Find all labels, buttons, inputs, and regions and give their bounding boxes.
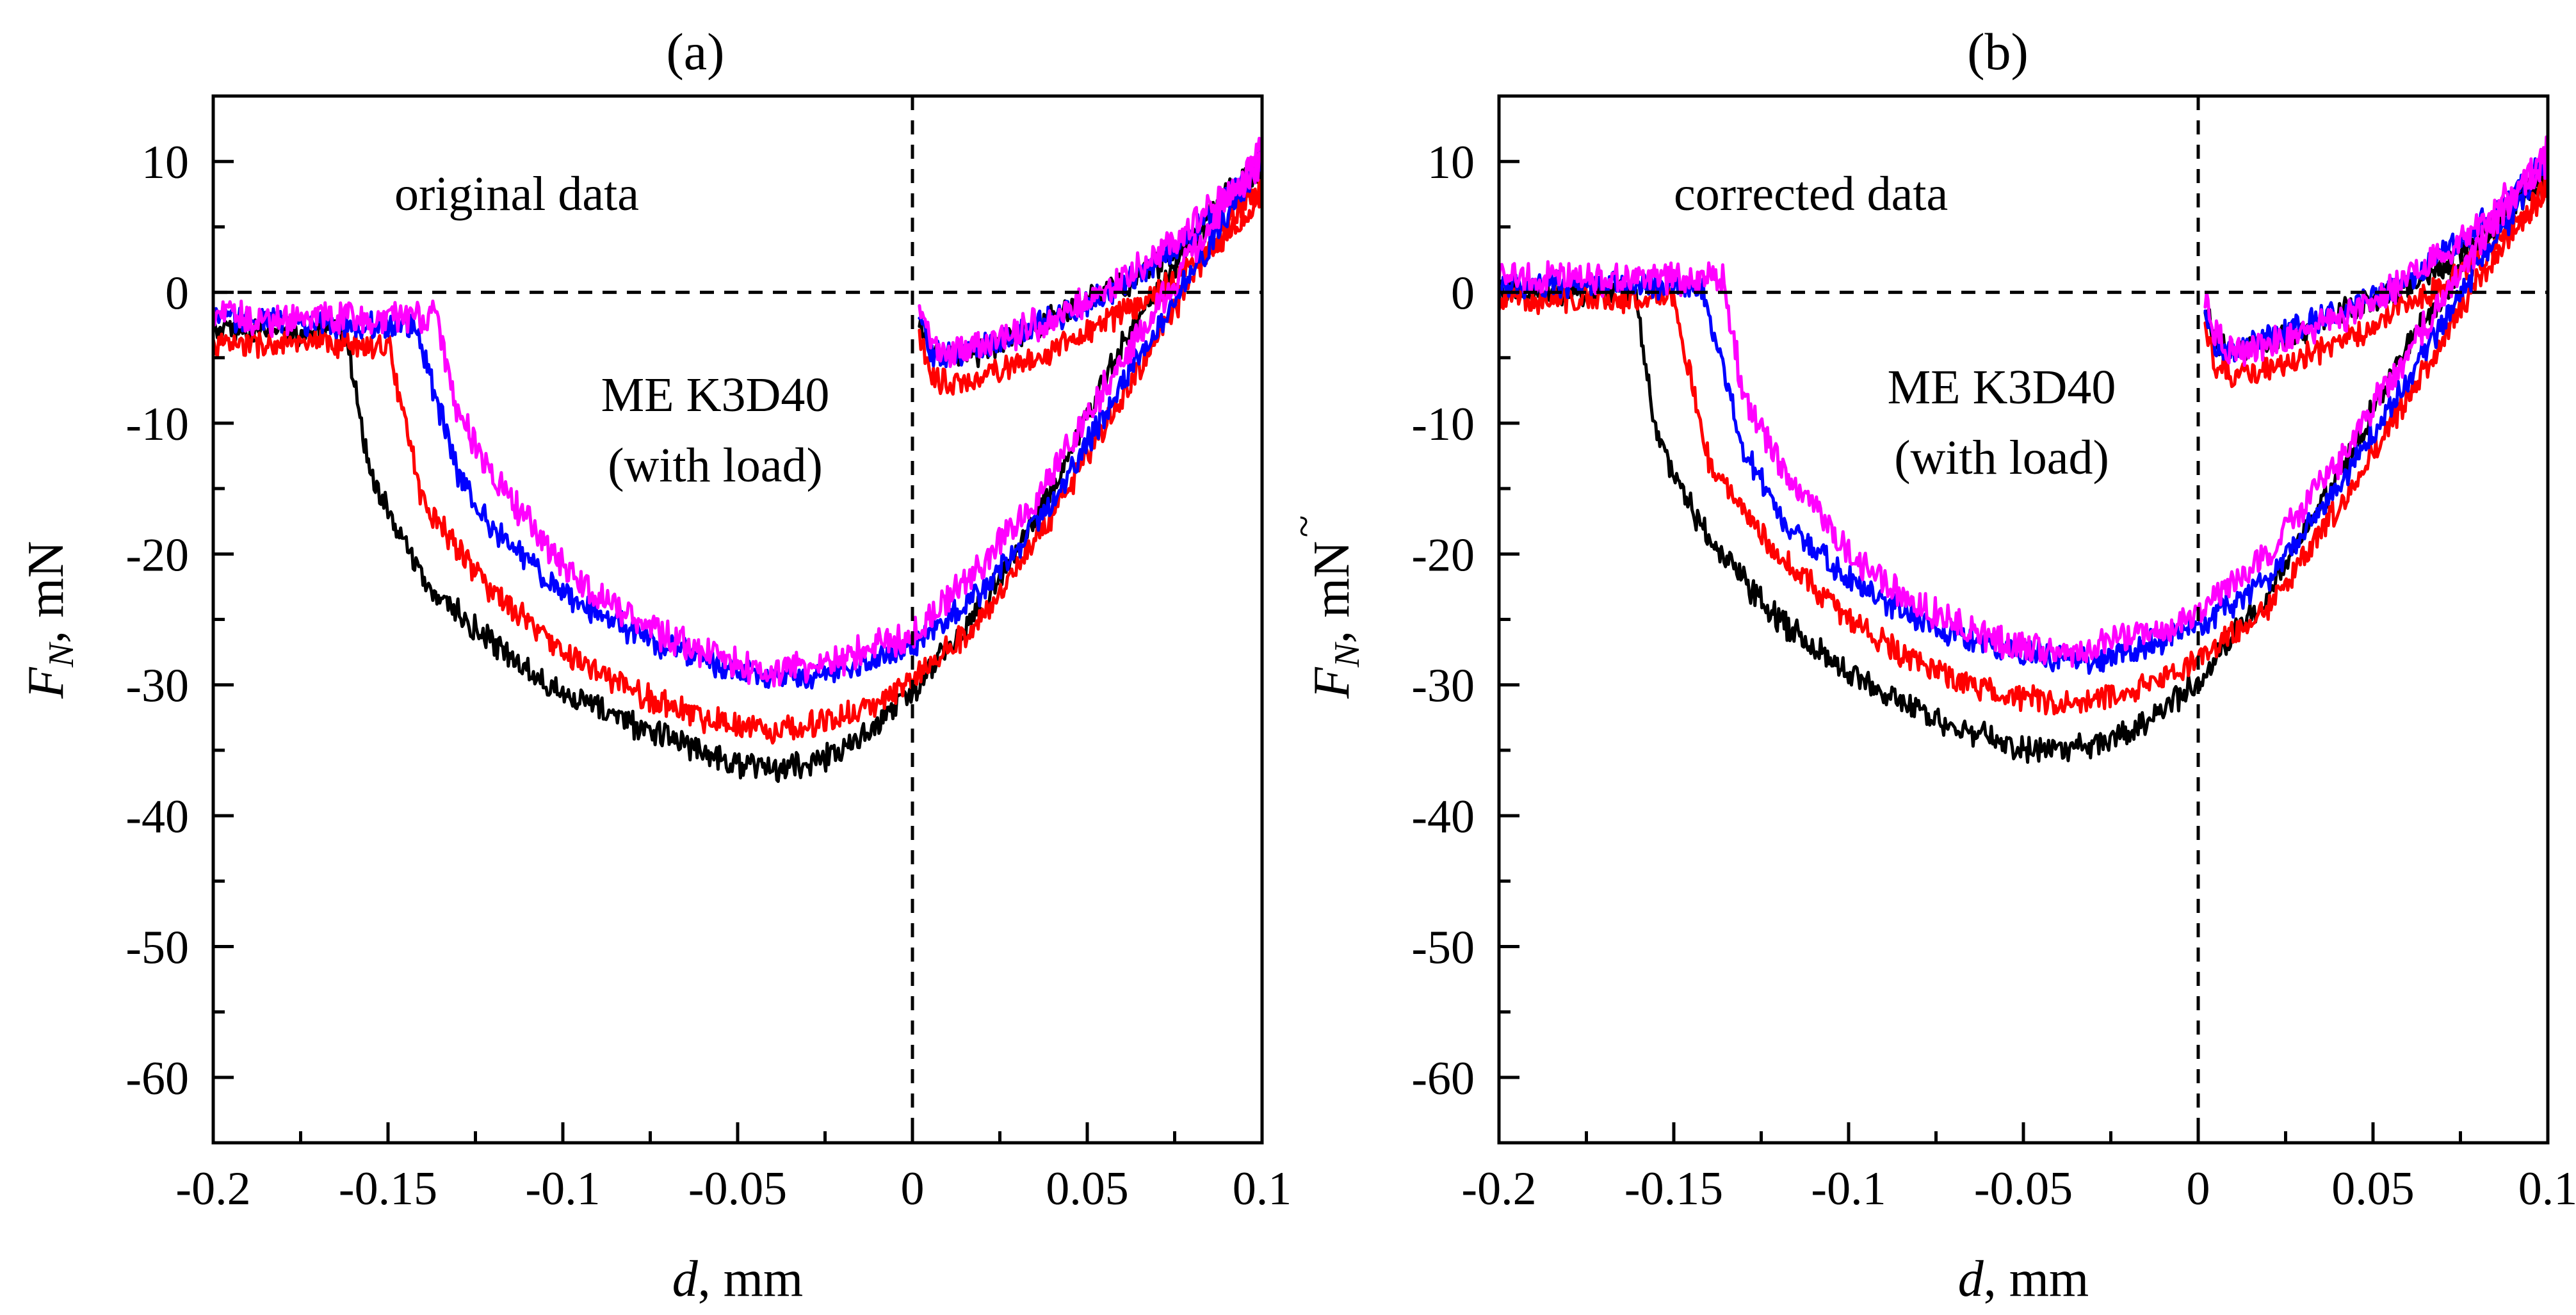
series-black-retract [2203, 166, 2548, 362]
plot-content [1499, 135, 2548, 764]
sample-condition-label: (with load) [1894, 431, 2109, 485]
series-red-approach [1499, 175, 2548, 716]
y-tick-label: -20 [1411, 529, 1475, 581]
x-tick-labels: -0.2 -0.15 -0.1 -0.05 0 0.05 0.1 [175, 1163, 1292, 1215]
x-tick-label: 0.05 [1046, 1163, 1129, 1215]
panel-a: (a) -0.2 -0.15 -0.1 -0.05 0 0.05 0.1 10 0 -10 -20… [18, 22, 1292, 1307]
y-tick-label: -40 [1411, 791, 1475, 843]
y-tick-label: 0 [1451, 268, 1475, 320]
data-type-annotation: corrected data [1674, 167, 1948, 221]
x-axis-variable: d [672, 1251, 699, 1307]
y-tick-label: -10 [126, 398, 189, 451]
y-axis-variable: F [18, 666, 74, 699]
series-red-retract [918, 184, 1262, 396]
y-axis-label: FN, mN [1304, 541, 1367, 699]
sample-condition-label: (with load) [608, 439, 823, 492]
x-tick-label: -0.05 [1974, 1163, 2073, 1215]
y-tick-label: -40 [126, 791, 189, 843]
series-magenta-retract [918, 148, 1262, 368]
y-tick-label: 0 [165, 268, 189, 320]
x-axis-unit: , mm [1984, 1251, 2089, 1307]
axis-ticks [211, 94, 1264, 1145]
y-tick-labels: 10 0 -10 -20 -30 -40 -50 -60 [1411, 136, 1475, 1105]
series-blue-approach [1499, 152, 2548, 675]
x-tick-label: -0.1 [1811, 1163, 1886, 1215]
sample-label: ME K3D40 [1888, 360, 2116, 414]
y-tick-label: 10 [1427, 136, 1475, 189]
x-tick-label: -0.2 [175, 1163, 250, 1215]
y-tick-label: -10 [1411, 398, 1475, 451]
y-axis-subscript: N [1327, 641, 1367, 668]
y-tick-label: -60 [1411, 1053, 1475, 1105]
y-tick-label: -60 [126, 1053, 189, 1105]
series-magenta-approach [213, 136, 1262, 688]
y-axis-subscript: N [42, 641, 81, 668]
x-tick-label: 0 [2187, 1163, 2210, 1215]
x-tick-label: -0.05 [688, 1163, 787, 1215]
x-tick-label: -0.15 [339, 1163, 437, 1215]
x-axis-label: d, mm [1958, 1251, 2089, 1307]
x-tick-label: 0.05 [2331, 1163, 2415, 1215]
series-blue-approach [213, 149, 1262, 690]
data-type-annotation: original data [394, 167, 639, 221]
y-tick-label: -30 [1411, 660, 1475, 713]
x-tick-label: -0.2 [1461, 1163, 1536, 1215]
series-magenta-approach [1499, 135, 2548, 668]
panel-b: (b) -0.2 -0.15 -0.1 -0.05 0 0.05 0.1 10 0 -10 -20… [1281, 22, 2576, 1307]
x-tick-labels: -0.2 -0.15 -0.1 -0.05 0 0.05 0.1 [1461, 1163, 2576, 1215]
panel-title: (a) [666, 22, 724, 81]
y-axis-label: FN, mN [18, 541, 81, 699]
y-axis-unit: , mN [1304, 541, 1360, 643]
axis-ticks [1497, 94, 2550, 1145]
x-tick-label: -0.1 [525, 1163, 600, 1215]
x-axis-unit: , mm [698, 1251, 803, 1307]
y-tick-labels: 10 0 -10 -20 -30 -40 -50 -60 [126, 136, 189, 1105]
y-tick-label: -30 [126, 660, 189, 713]
y-axis-variable: F [1304, 666, 1360, 699]
x-tick-label: -0.15 [1624, 1163, 1723, 1215]
x-axis-variable: d [1958, 1251, 1984, 1307]
y-tick-label: -20 [126, 529, 189, 581]
sample-label: ME K3D40 [601, 368, 830, 422]
plot-frame [1497, 94, 2550, 1145]
x-axis-label: d, mm [672, 1251, 803, 1307]
y-axis-unit: , mN [18, 541, 74, 643]
y-tick-label: -50 [126, 921, 189, 974]
plot-frame [211, 94, 1264, 1145]
series-magenta-retract [2203, 146, 2548, 367]
x-tick-label: 0 [901, 1163, 925, 1215]
y-tick-label: 10 [142, 136, 189, 189]
panel-title: (b) [1967, 22, 2029, 81]
x-tick-label: 0.1 [1233, 1163, 1292, 1215]
x-tick-label: 0.1 [2518, 1163, 2576, 1215]
y-axis-tilde: ~ [1281, 515, 1326, 538]
y-tick-label: -50 [1411, 921, 1475, 974]
plot-content [213, 136, 1262, 783]
